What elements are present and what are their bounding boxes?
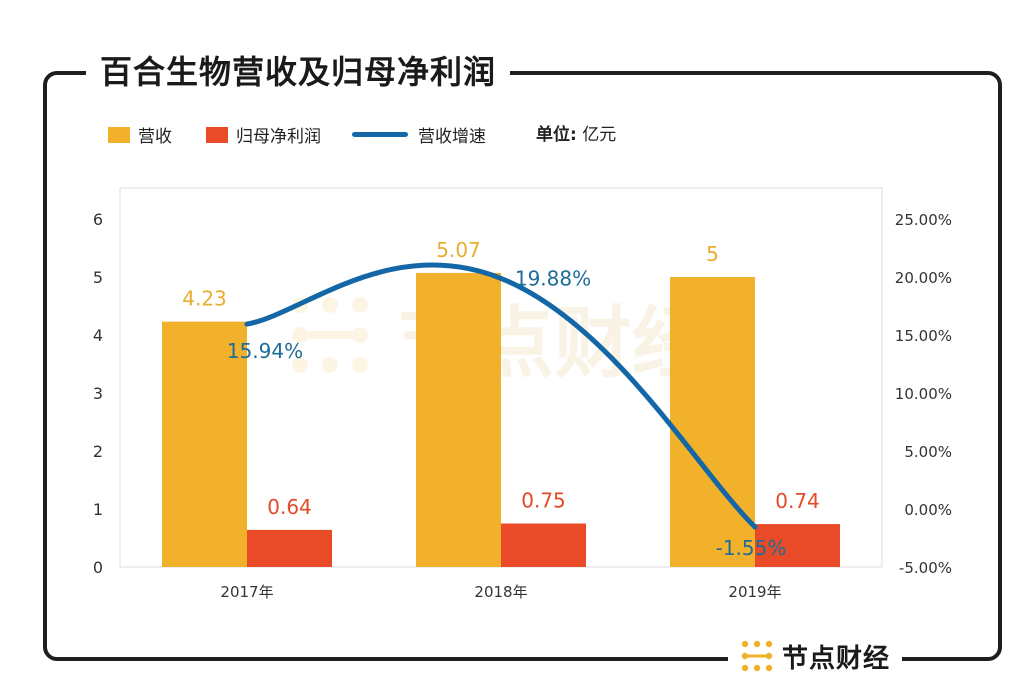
legend-item-net-profit: 归母净利润 (206, 122, 321, 147)
y-left-tick-label: 0 (93, 558, 103, 577)
watermark-logo-icon (292, 297, 368, 373)
brand-name: 节点财经 (782, 643, 891, 674)
y-right-tick-label: 5.00% (904, 443, 952, 461)
watermark-dot (292, 327, 308, 343)
chart-title: 百合生物营收及归母净利润 (86, 46, 511, 98)
legend-swatch-net-profit (206, 126, 228, 143)
y-left-tick-label: 6 (93, 210, 103, 229)
watermark-dot (322, 297, 338, 313)
line-point-growth (752, 524, 758, 530)
unit-note: 单位: 亿元 (536, 122, 616, 148)
brand-footer: 节点财经 (728, 632, 903, 680)
y-right-tick-label: 0.00% (904, 501, 952, 519)
watermark: 节点财经 (292, 297, 710, 389)
y-left-tick-label: 5 (93, 268, 103, 287)
watermark-dot (292, 357, 308, 373)
chart-frame (43, 71, 1002, 661)
data-label-net-profit: 0.74 (775, 489, 820, 513)
y-left-tick-label: 3 (93, 384, 103, 403)
legend-swatch-revenue (108, 126, 130, 143)
data-label-revenue: 4.23 (182, 287, 227, 311)
bar-net-profit (247, 529, 332, 567)
y-left-tick-label: 4 (93, 326, 103, 345)
line-point-growth (244, 321, 250, 327)
legend-item-revenue: 营收 (108, 122, 172, 147)
y-left-tick-label: 2 (93, 442, 103, 461)
bar-revenue (416, 272, 501, 567)
legend-line-growth (352, 132, 408, 137)
unit-label: 单位: (536, 125, 577, 145)
legend-item-growth: 营收增速 (352, 122, 486, 147)
y-right-tick-label: 25.00% (895, 211, 952, 229)
y-right-tick-label: 20.00% (895, 269, 952, 287)
bar-revenue (162, 321, 247, 567)
legend-label-revenue: 营收 (138, 127, 172, 147)
bar-net-profit (755, 524, 840, 567)
node-logo-icon (741, 640, 773, 672)
legend-label-growth: 营收增速 (418, 127, 486, 147)
line-point-growth (498, 275, 504, 281)
watermark-dot (322, 357, 338, 373)
data-label-growth: -1.55% (716, 536, 787, 560)
data-label-growth: 15.94% (227, 339, 303, 363)
y-left-tick-label: 1 (93, 500, 103, 519)
data-label-revenue: 5 (706, 242, 719, 266)
data-label-net-profit: 0.75 (521, 489, 566, 513)
x-tick-label: 2017年 (220, 583, 273, 601)
data-label-growth: 19.88% (515, 266, 591, 290)
watermark-dot (352, 297, 368, 313)
bar-revenue (670, 277, 755, 567)
x-tick-label: 2019年 (728, 583, 781, 601)
unit-value: 亿元 (582, 125, 617, 145)
watermark-dot (352, 327, 368, 343)
watermark-dot (352, 357, 368, 373)
watermark-bar (298, 331, 362, 339)
data-label-net-profit: 0.64 (267, 495, 312, 519)
y-right-tick-label: 15.00% (895, 327, 952, 345)
data-label-revenue: 5.07 (436, 238, 481, 262)
bar-net-profit (501, 523, 586, 567)
y-right-tick-label: 10.00% (895, 385, 952, 403)
legend-label-net-profit: 归母净利润 (236, 127, 321, 147)
y-right-tick-label: -5.00% (899, 559, 952, 577)
x-tick-label: 2018年 (474, 583, 527, 601)
